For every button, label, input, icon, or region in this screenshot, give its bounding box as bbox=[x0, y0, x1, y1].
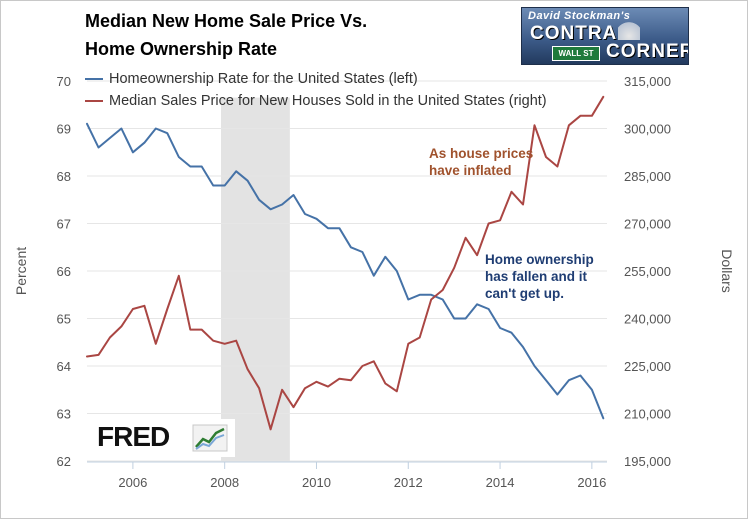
annotation-price-line1: As house prices bbox=[429, 146, 534, 161]
x-tick-label: 2008 bbox=[210, 475, 239, 490]
y-axis-right-title: Dollars bbox=[718, 249, 735, 293]
legend-swatch-homeownership bbox=[85, 78, 103, 81]
y-left-tick-label: 68 bbox=[57, 169, 71, 184]
y-right-tick-label: 240,000 bbox=[624, 312, 671, 327]
y-right-tick-label: 315,000 bbox=[624, 74, 671, 89]
y-left-tick-label: 69 bbox=[57, 122, 71, 137]
annotation-price: As house prices have inflated bbox=[429, 145, 533, 179]
x-tick-label: 2016 bbox=[577, 475, 606, 490]
x-tick-label: 2006 bbox=[118, 475, 147, 490]
x-tick-label: 2010 bbox=[302, 475, 331, 490]
annotation-ownership-line2: has fallen and it bbox=[485, 269, 588, 284]
series-homeownership-line[interactable] bbox=[86, 122, 605, 420]
chart-title-line2: Home Ownership Rate bbox=[85, 39, 278, 59]
x-tick-label: 2014 bbox=[486, 475, 515, 490]
y-right-tick-label: 270,000 bbox=[624, 217, 671, 232]
y-right-tick-label: 225,000 bbox=[624, 359, 671, 374]
legend-label-homeownership: Homeownership Rate for the United States… bbox=[109, 71, 418, 87]
x-tick-label: 2012 bbox=[394, 475, 423, 490]
y-right-tick-label: 210,000 bbox=[624, 407, 671, 422]
y-axis-left-title: Percent bbox=[13, 246, 30, 296]
y-left-tick-label: 70 bbox=[57, 74, 71, 89]
recession-shading bbox=[221, 97, 290, 461]
y-left-tick-label: 67 bbox=[57, 217, 71, 232]
logo-word-corner: CORNER bbox=[606, 41, 689, 62]
series-price-line[interactable] bbox=[86, 95, 605, 431]
legend-label-price: Median Sales Price for New Houses Sold i… bbox=[109, 93, 547, 109]
fred-graph-icon bbox=[192, 424, 228, 452]
legend-item-homeownership[interactable]: Homeownership Rate for the United States… bbox=[85, 71, 418, 87]
fred-logo-text: FRED bbox=[97, 421, 170, 452]
capitol-dome-icon bbox=[618, 20, 640, 40]
logo-top-line: David Stockman's bbox=[528, 10, 631, 22]
annotation-price-line2: have inflated bbox=[429, 163, 512, 178]
annotation-ownership: Home ownership has fallen and it can't g… bbox=[485, 251, 594, 302]
chart-title-line1: Median New Home Sale Price Vs. bbox=[85, 11, 368, 31]
logo-word-contra: CONTRA bbox=[530, 23, 618, 44]
y-left-tick-label: 65 bbox=[57, 312, 71, 327]
legend-item-price[interactable]: Median Sales Price for New Houses Sold i… bbox=[85, 93, 547, 109]
y-left-tick-label: 63 bbox=[57, 407, 71, 422]
y-left-tick-label: 64 bbox=[57, 359, 71, 374]
fred-logo: FRED bbox=[91, 419, 235, 457]
y-right-tick-label: 300,000 bbox=[624, 122, 671, 137]
annotation-ownership-line1: Home ownership bbox=[485, 252, 594, 267]
street-sign-icon: WALL ST bbox=[552, 46, 600, 61]
annotation-ownership-line3: can't get up. bbox=[485, 286, 564, 301]
y-right-tick-label: 285,000 bbox=[624, 169, 671, 184]
y-left-tick-label: 62 bbox=[57, 454, 71, 469]
y-right-tick-label: 255,000 bbox=[624, 264, 671, 279]
y-left-tick-label: 66 bbox=[57, 264, 71, 279]
legend-swatch-price bbox=[85, 100, 103, 103]
contra-corner-logo: David Stockman's CONTRA WALL ST CORNER bbox=[521, 7, 689, 65]
y-right-tick-label: 195,000 bbox=[624, 454, 671, 469]
